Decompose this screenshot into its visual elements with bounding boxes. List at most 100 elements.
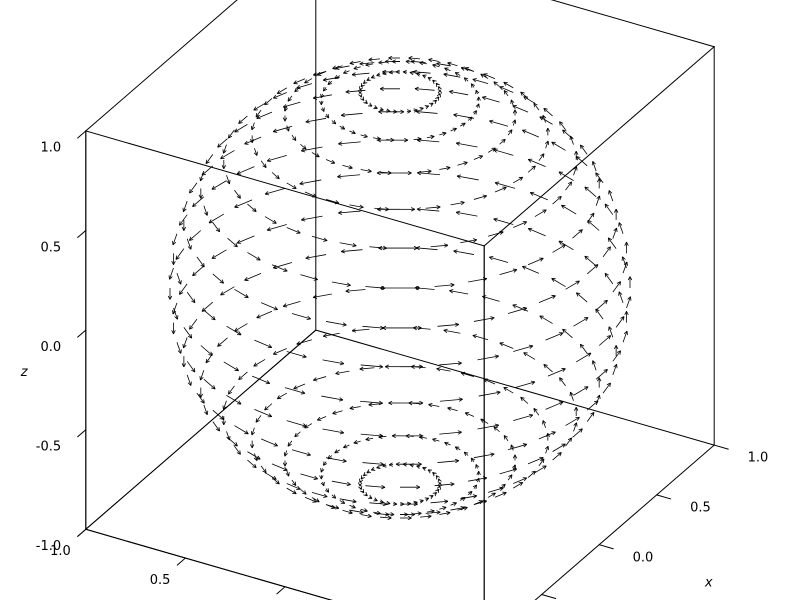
vector-arrow xyxy=(596,300,607,310)
vector-arrow xyxy=(221,287,235,295)
vector-arrow xyxy=(563,329,573,338)
vector-arrow xyxy=(254,340,271,347)
vector-arrow xyxy=(515,382,535,388)
vector-arrow xyxy=(179,284,187,295)
vector-arrow xyxy=(187,292,195,303)
vector-arrow xyxy=(553,196,562,204)
vector-arrow xyxy=(513,415,533,421)
vector-arrow xyxy=(574,387,589,396)
vector-arrow xyxy=(552,278,566,286)
vector-arrow xyxy=(528,229,545,236)
x-tick-label: 0.5 xyxy=(690,501,711,516)
vector-arrow xyxy=(247,252,260,260)
vector-arrow xyxy=(228,238,238,247)
vector-arrow xyxy=(245,273,262,280)
vector-arrow xyxy=(234,289,248,297)
vector-arrow xyxy=(544,108,553,116)
vector-arrow xyxy=(566,281,580,289)
vector-arrow xyxy=(553,444,566,452)
vector-arrow xyxy=(559,241,574,250)
vector-arrow xyxy=(513,346,533,352)
vector-arrow xyxy=(202,166,213,175)
vector-arrow xyxy=(187,361,195,372)
vector-arrow xyxy=(494,219,514,225)
vector-arrow xyxy=(179,215,187,226)
vector-arrow xyxy=(235,124,248,132)
vector-arrow xyxy=(546,402,563,409)
vector-arrow xyxy=(234,426,248,434)
z-tick-label: 1.0 xyxy=(40,141,61,156)
vector-arrow xyxy=(540,316,553,324)
vector-arrow xyxy=(201,346,213,356)
z-tick-label: -0.5 xyxy=(36,439,61,454)
vector-arrow xyxy=(553,452,562,460)
vector-arrow xyxy=(267,225,287,231)
vector-arrow xyxy=(566,417,580,425)
vector-arrow xyxy=(585,256,596,266)
vector-arrow xyxy=(176,249,184,260)
vector-arrow xyxy=(596,369,607,379)
vector-arrow xyxy=(546,333,563,340)
vector-arrow xyxy=(561,205,576,214)
vector-arrow xyxy=(587,401,598,410)
axes-ticks: -1.0-0.50.00.51.0-1.0-0.50.00.51.0-1.0-0… xyxy=(20,131,769,600)
vector-arrow xyxy=(221,150,235,158)
vector-arrow xyxy=(574,318,589,327)
vector-arrow xyxy=(213,274,224,283)
vector-arrow xyxy=(247,460,256,468)
vector-arrow xyxy=(267,155,287,161)
vector-arrow xyxy=(605,273,613,284)
vector-arrow xyxy=(588,221,600,231)
vector-arrow xyxy=(204,379,215,389)
vector-arrow xyxy=(539,432,556,439)
vector-arrow xyxy=(540,117,553,125)
vector-arrow xyxy=(587,265,598,274)
vector-arrow xyxy=(202,302,213,311)
y-tick-label: 0.5 xyxy=(150,573,171,588)
z-axis-label: z xyxy=(20,365,29,380)
vector-arrow xyxy=(613,351,621,362)
vector-field xyxy=(168,56,632,520)
vector-arrow xyxy=(261,439,278,446)
vector-arrow xyxy=(576,293,587,302)
axes-panes xyxy=(86,0,714,600)
vector-arrow xyxy=(287,351,307,357)
vector-arrow xyxy=(522,130,539,137)
vector-arrow xyxy=(237,167,254,174)
plot-3d-vector-sphere: -1.0-0.50.00.51.0-1.0-0.50.00.51.0-1.0-0… xyxy=(0,0,800,600)
vector-arrow xyxy=(494,150,514,156)
vector-arrow xyxy=(212,181,227,190)
vector-arrow xyxy=(585,187,596,197)
vector-arrow xyxy=(265,188,285,194)
vector-arrow xyxy=(224,362,239,371)
vector-arrow xyxy=(552,142,566,150)
vector-arrow xyxy=(189,231,201,241)
vector-arrow xyxy=(261,303,278,310)
vector-arrow xyxy=(193,266,204,276)
vector-arrow xyxy=(613,282,621,293)
vector-arrow xyxy=(287,421,307,427)
vector-arrow xyxy=(218,338,228,347)
vector-arrow xyxy=(204,310,215,320)
vector-arrow xyxy=(599,336,611,346)
vector-arrow xyxy=(563,130,573,139)
vector-arrow xyxy=(239,372,248,380)
vector-arrow xyxy=(247,452,260,460)
vector-arrow xyxy=(576,353,591,362)
vector-arrow xyxy=(209,214,224,223)
vector-arrow xyxy=(226,326,241,335)
vector-arrow xyxy=(553,245,566,253)
x-axis-label: x xyxy=(704,575,713,590)
x-tick-label: 0.0 xyxy=(633,550,654,565)
vector-arrow xyxy=(616,317,624,328)
vector-arrow xyxy=(544,364,553,372)
z-tick-label: 0.5 xyxy=(40,240,61,255)
vector-arrow xyxy=(235,324,248,332)
vector-arrow xyxy=(247,204,256,212)
vector-arrow xyxy=(193,197,204,207)
vector-arrow xyxy=(237,236,254,243)
vector-arrow xyxy=(239,116,248,124)
vector-arrow xyxy=(528,159,545,166)
z-tick-label: 0.0 xyxy=(40,340,61,355)
vector-arrow xyxy=(522,266,539,273)
